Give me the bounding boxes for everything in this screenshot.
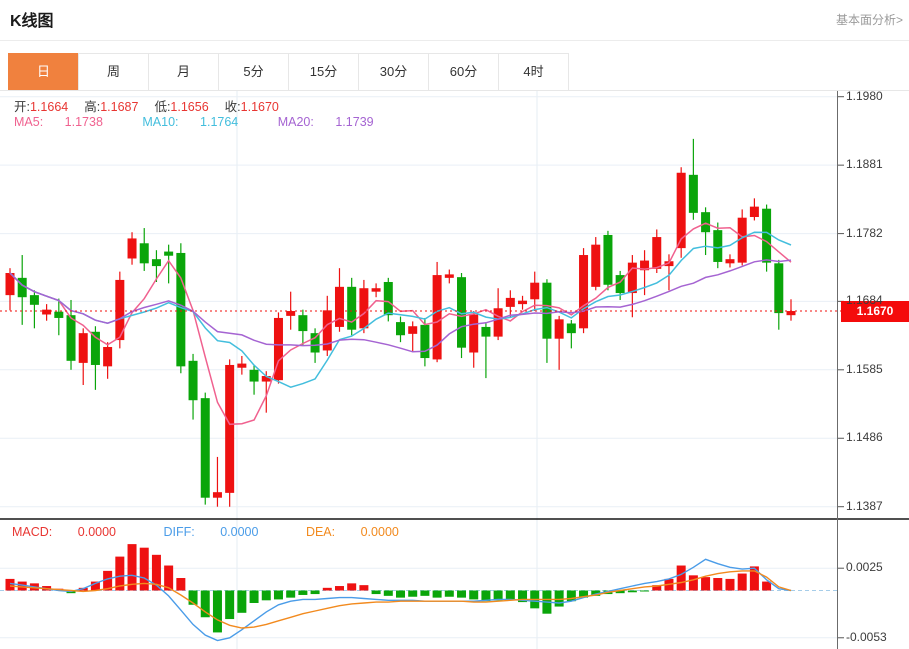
tab-month[interactable]: 月 bbox=[148, 53, 219, 91]
tab-30min[interactable]: 30分 bbox=[358, 53, 429, 91]
tab-60min[interactable]: 60分 bbox=[428, 53, 499, 91]
indicator-lines bbox=[9, 222, 792, 642]
current-price-tag: 1.1670 bbox=[841, 300, 909, 322]
tab-15min[interactable]: 15分 bbox=[288, 53, 359, 91]
y-axis-label: 1.1585 bbox=[846, 361, 883, 376]
ma-legend: MA5: 1.1738 MA10: 1.1764 MA20: 1.1739 bbox=[14, 115, 410, 129]
ma10-line bbox=[9, 231, 792, 388]
fundamental-analysis-link[interactable]: 基本面分析> bbox=[835, 13, 903, 27]
tab-day[interactable]: 日 bbox=[8, 53, 79, 91]
y-axis-label: 1.1881 bbox=[846, 157, 883, 172]
open-value: 1.1664 bbox=[29, 100, 69, 114]
tab-5min[interactable]: 5分 bbox=[218, 53, 289, 91]
ma20-line bbox=[9, 259, 792, 353]
close-label: 收: bbox=[224, 100, 241, 114]
macd-legend: MACD: 0.0000 DIFF: 0.0000 DEA: 0.0000 bbox=[12, 525, 443, 539]
diff-value-legend: DIFF: 0.0000 bbox=[163, 525, 259, 539]
y-axis-label: 1.1782 bbox=[846, 225, 883, 240]
candlesticks bbox=[5, 138, 796, 507]
page-title: K线图 bbox=[10, 13, 54, 30]
chart-area[interactable]: 开:1.1664 高:1.1687 低:1.1656 收:1.1670 MA5: 1.… bbox=[0, 88, 909, 649]
ma10-legend: MA10: 1.1764 bbox=[142, 115, 239, 129]
macd-histogram bbox=[5, 544, 772, 633]
y-axis-label: 0.0025 bbox=[846, 560, 883, 575]
y-axis-label: 1.1387 bbox=[846, 498, 883, 513]
diff-line bbox=[9, 558, 792, 642]
low-label: 低: bbox=[154, 100, 171, 114]
tab-week[interactable]: 周 bbox=[78, 53, 149, 91]
dea-line bbox=[9, 570, 792, 629]
dea-value-legend: DEA: 0.0000 bbox=[305, 525, 399, 539]
ma20-legend: MA20: 1.1739 bbox=[277, 115, 374, 129]
y-axis-label: 1.1980 bbox=[846, 88, 883, 103]
close-value: 1.1670 bbox=[240, 100, 279, 114]
low-value: 1.1656 bbox=[170, 100, 209, 114]
title-divider bbox=[0, 40, 909, 41]
kline-canvas[interactable] bbox=[0, 91, 909, 649]
y-axis-label: -0.0053 bbox=[846, 629, 887, 644]
y-axis-label: 1.1486 bbox=[846, 430, 883, 445]
open-label: 开: bbox=[14, 100, 30, 114]
macd-value-legend: MACD: 0.0000 bbox=[12, 525, 116, 539]
gridlines bbox=[0, 91, 844, 649]
ohlc-legend: 开:1.1664 高:1.1687 低:1.1656 收:1.1670 bbox=[14, 96, 295, 115]
period-tabs: 日 周 月 5分 15分 30分 60分 4时 bbox=[8, 53, 569, 91]
y-axis-label: 1.1684 bbox=[846, 293, 883, 308]
tab-4hour[interactable]: 4时 bbox=[498, 53, 569, 91]
ma5-legend: MA5: 1.1738 bbox=[14, 115, 103, 129]
tabs-underline bbox=[0, 90, 909, 91]
high-label: 高: bbox=[84, 100, 101, 114]
high-value: 1.1687 bbox=[100, 100, 139, 114]
